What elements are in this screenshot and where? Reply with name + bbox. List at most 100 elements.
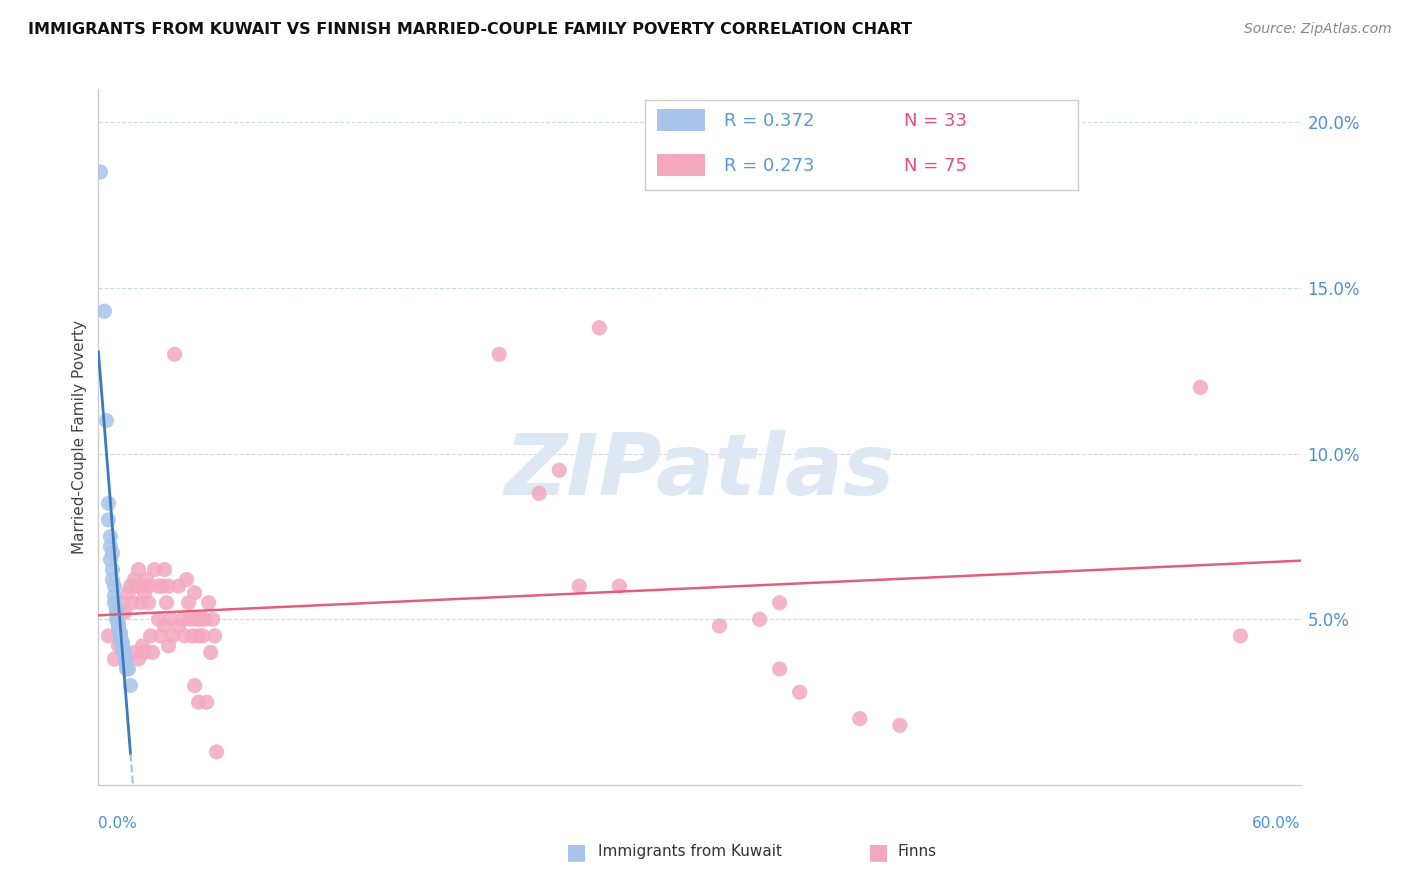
Point <box>121 596 143 610</box>
Point <box>97 496 120 510</box>
FancyBboxPatch shape <box>645 100 1078 190</box>
Point <box>100 552 122 566</box>
Point <box>187 629 209 643</box>
Point <box>110 629 132 643</box>
Point <box>101 573 124 587</box>
Text: ■: ■ <box>567 842 586 862</box>
Point <box>107 639 129 653</box>
Point <box>709 619 731 633</box>
Point <box>96 413 118 427</box>
Text: ■: ■ <box>869 842 889 862</box>
Point <box>529 486 551 500</box>
Point <box>190 612 212 626</box>
Text: 60.0%: 60.0% <box>1253 816 1301 831</box>
Point <box>155 596 177 610</box>
Point <box>129 596 152 610</box>
Point <box>157 639 180 653</box>
Point <box>114 652 136 666</box>
Point <box>101 563 124 577</box>
Point <box>167 579 190 593</box>
Point <box>159 612 181 626</box>
Point <box>204 629 226 643</box>
Point <box>114 645 136 659</box>
Text: Immigrants from Kuwait: Immigrants from Kuwait <box>598 845 782 859</box>
Point <box>152 579 174 593</box>
Point <box>101 546 124 560</box>
Point <box>176 573 198 587</box>
FancyBboxPatch shape <box>658 109 706 131</box>
Point <box>110 632 132 647</box>
Point <box>138 579 160 593</box>
Point <box>131 639 153 653</box>
Text: IMMIGRANTS FROM KUWAIT VS FINNISH MARRIED-COUPLE FAMILY POVERTY CORRELATION CHAR: IMMIGRANTS FROM KUWAIT VS FINNISH MARRIE… <box>28 22 912 37</box>
Point <box>114 648 136 663</box>
Point <box>125 579 148 593</box>
Point <box>111 639 134 653</box>
Point <box>180 612 202 626</box>
Point <box>148 579 170 593</box>
Point <box>195 695 218 709</box>
Point <box>187 695 209 709</box>
Point <box>568 579 591 593</box>
Text: ZIPatlas: ZIPatlas <box>505 430 894 514</box>
Point <box>128 563 150 577</box>
Point <box>157 579 180 593</box>
Point <box>111 596 134 610</box>
Point <box>100 540 122 554</box>
Point <box>115 656 138 670</box>
Point <box>488 347 510 361</box>
Point <box>191 629 214 643</box>
Point <box>588 320 610 334</box>
Point <box>97 629 120 643</box>
Point <box>143 563 166 577</box>
Point <box>128 652 150 666</box>
Point <box>135 573 157 587</box>
Point <box>110 625 132 640</box>
Point <box>105 612 128 626</box>
Point <box>107 619 129 633</box>
Point <box>103 596 125 610</box>
Point <box>149 629 172 643</box>
Point <box>93 304 115 318</box>
Point <box>89 165 111 179</box>
Point <box>197 596 219 610</box>
Point <box>1189 380 1212 394</box>
Point <box>105 602 128 616</box>
Point <box>769 596 792 610</box>
Point <box>1229 629 1251 643</box>
Y-axis label: Married-Couple Family Poverty: Married-Couple Family Poverty <box>72 320 87 554</box>
Point <box>609 579 631 593</box>
Point <box>183 586 205 600</box>
FancyBboxPatch shape <box>658 154 706 177</box>
Point <box>103 589 125 603</box>
Point <box>111 635 134 649</box>
Point <box>129 579 152 593</box>
Point <box>177 596 200 610</box>
Text: N = 75: N = 75 <box>904 157 967 175</box>
Point <box>105 606 128 620</box>
Point <box>120 579 142 593</box>
Point <box>769 662 792 676</box>
Text: N = 33: N = 33 <box>904 112 967 129</box>
Point <box>97 513 120 527</box>
Text: R = 0.372: R = 0.372 <box>724 112 814 129</box>
Point <box>103 579 125 593</box>
Point <box>548 463 571 477</box>
Point <box>789 685 811 699</box>
Point <box>107 622 129 636</box>
Text: Source: ZipAtlas.com: Source: ZipAtlas.com <box>1244 22 1392 37</box>
Point <box>148 612 170 626</box>
Point <box>205 745 228 759</box>
Point <box>134 645 156 659</box>
Point <box>138 596 160 610</box>
Point <box>120 679 142 693</box>
Point <box>153 563 176 577</box>
Point <box>117 586 139 600</box>
Point <box>201 612 224 626</box>
Point <box>889 718 911 732</box>
Point <box>167 619 190 633</box>
Point <box>153 619 176 633</box>
Point <box>173 629 195 643</box>
Point <box>124 645 146 659</box>
Point <box>134 586 156 600</box>
